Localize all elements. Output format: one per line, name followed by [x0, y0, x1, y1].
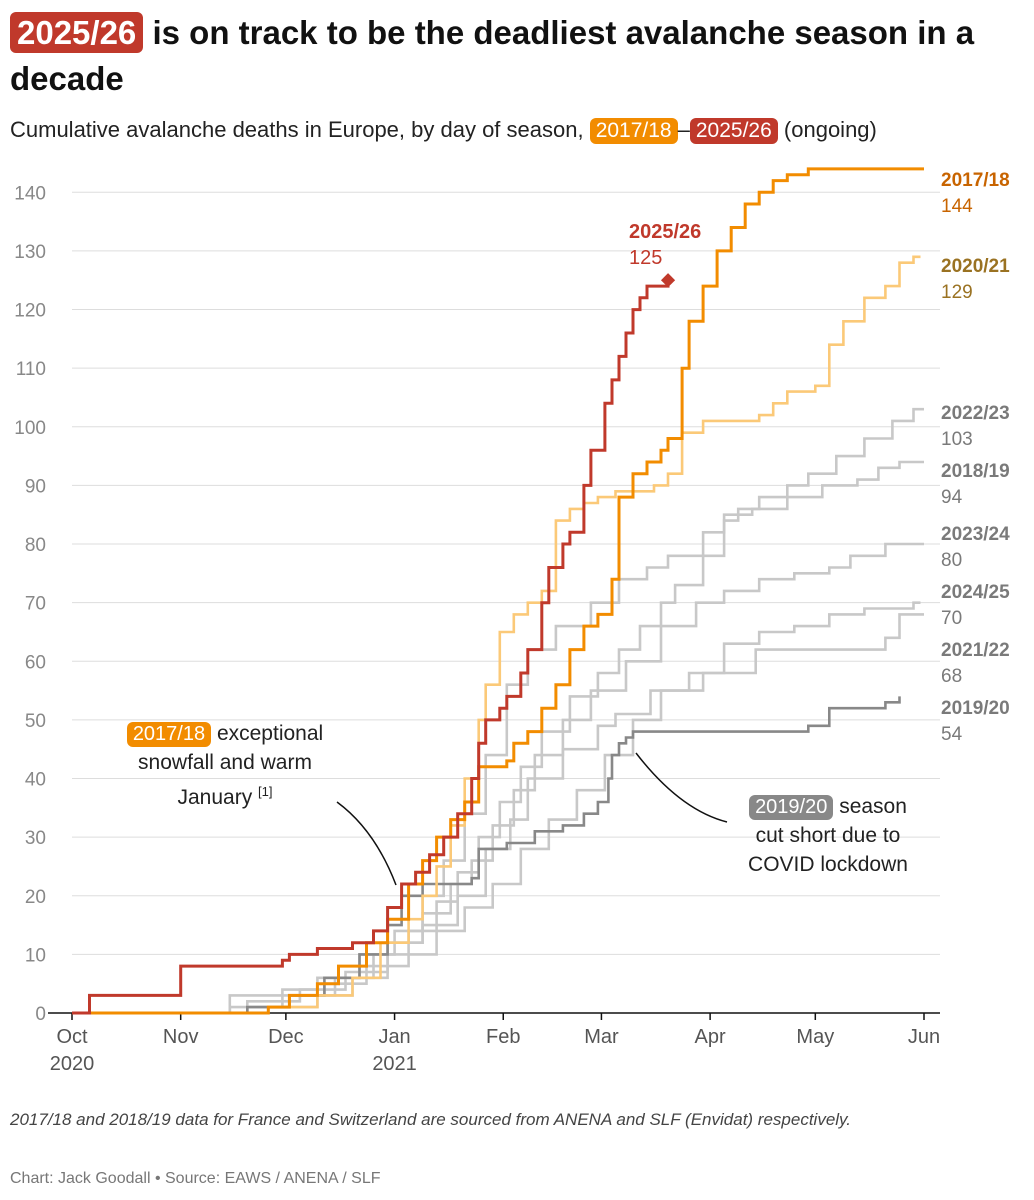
x-tick-year-2021: 2021 [372, 1053, 417, 1075]
x-tick-mar: Mar [584, 1026, 619, 1048]
x-tick-feb: Feb [486, 1026, 520, 1048]
title-season-badge: 2025/26 [10, 12, 144, 54]
current-value-2025-26: 125 [629, 247, 662, 269]
end-value-2022-23: 103 [941, 429, 973, 450]
y-tick-40: 40 [25, 770, 46, 791]
x-tick-year-2020: 2020 [50, 1053, 95, 1075]
subtitle-dash: – [677, 117, 690, 142]
chart-subtitle: Cumulative avalanche deaths in Europe, b… [10, 117, 877, 145]
y-axis: 0 10 20 30 40 50 60 70 80 90 100 110 120 130 140 [14, 183, 46, 1025]
annotation-2017-footnote-ref: [1] [258, 784, 273, 799]
annotation-2017-text1: exceptional [211, 722, 324, 745]
y-tick-0: 0 [35, 1004, 46, 1025]
title-text: is on track to be the deadliest avalanch… [10, 14, 975, 97]
end-value-2018-19: 94 [941, 487, 963, 508]
footnote: 2017/18 and 2018/19 data for France and … [10, 1110, 852, 1129]
end-label-2018-19: 2018/19 [941, 461, 1010, 482]
x-tick-jan: Jan [378, 1026, 410, 1048]
y-tick-100: 100 [14, 418, 46, 439]
series-end-marker-2025-26 [660, 273, 676, 288]
annotation-2019-text2: cut short due to [755, 824, 901, 847]
y-tick-60: 60 [25, 652, 46, 673]
y-tick-140: 140 [14, 183, 46, 204]
x-axis: Oct 2020 Nov Dec Jan 2021 Feb Mar Apr May Jun [48, 1012, 940, 1075]
end-label-2023-24: 2023/24 [941, 524, 1010, 545]
y-tick-50: 50 [25, 711, 46, 732]
y-tick-110: 110 [16, 359, 46, 380]
annotation-leaders [336, 752, 728, 886]
x-tick-nov: Nov [163, 1026, 199, 1048]
annotation-2019-text1: season [833, 795, 907, 818]
y-tick-80: 80 [25, 535, 46, 556]
avalanche-deaths-chart: 0 10 20 30 40 50 60 70 80 90 100 110 120 130 140 Oct 20… [14, 167, 1010, 1075]
x-tick-dec: Dec [268, 1026, 304, 1048]
y-tick-130: 130 [14, 242, 46, 263]
current-label-2025-26: 2025/26 [629, 221, 701, 243]
end-value-2023-24: 80 [941, 550, 962, 571]
y-tick-20: 20 [25, 887, 46, 908]
end-label-2021-22: 2021/22 [941, 640, 1010, 661]
series-lines [72, 167, 924, 1015]
y-tick-30: 30 [25, 828, 46, 849]
y-tick-10: 10 [25, 945, 46, 966]
end-value-2020-21: 129 [941, 282, 973, 303]
end-value-2021-22: 68 [941, 666, 962, 687]
subtitle-suffix: (ongoing) [777, 117, 877, 142]
end-label-2020-21: 2020/21 [941, 256, 1010, 277]
end-label-2017-18: 2017/18 [941, 170, 1010, 191]
end-labels: 2017/18 144 2020/21 129 2022/23 103 2018/19 94 2… [629, 170, 1010, 745]
x-tick-oct: Oct [56, 1026, 88, 1048]
x-tick-may: May [796, 1026, 834, 1048]
end-value-2019-20: 54 [941, 724, 963, 745]
x-tick-jun: Jun [908, 1026, 940, 1048]
end-label-2022-23: 2022/23 [941, 403, 1010, 424]
credit-line: Chart: Jack Goodall • Source: EAWS / ANE… [10, 1170, 381, 1187]
x-tick-apr: Apr [695, 1026, 726, 1048]
end-value-2024-25: 70 [941, 608, 962, 629]
series-line-2025-26 [72, 280, 670, 1015]
subtitle-prefix: Cumulative avalanche deaths in Europe, b… [10, 117, 590, 142]
annotation-leader-2019 [635, 752, 728, 823]
chart-title: 2025/26 is on track to be the deadliest … [10, 10, 1024, 102]
end-value-2017-18: 144 [941, 196, 973, 217]
y-tick-70: 70 [25, 594, 46, 615]
end-label-2019-20: 2019/20 [941, 698, 1010, 719]
annotation-2017-text3: January [177, 786, 259, 809]
annotation-2019-text3: COVID lockdown [748, 853, 908, 876]
annotation-2017-18: 2017/18 exceptional snowfall and warm Ja… [80, 719, 370, 812]
subtitle-start-badge: 2017/18 [589, 118, 678, 145]
annotation-2019-badge: 2019/20 [749, 795, 834, 820]
subtitle-end-badge: 2025/26 [689, 118, 778, 145]
end-label-2024-25: 2024/25 [941, 582, 1010, 603]
series-line-2019-20 [72, 696, 901, 1015]
y-tick-120: 120 [14, 301, 46, 322]
series-line-2022-23 [72, 407, 924, 1015]
series-line-2017-18 [72, 167, 924, 1015]
annotation-2019-20: 2019/20 season cut short due to COVID lo… [706, 792, 950, 879]
annotation-2017-badge: 2017/18 [126, 722, 212, 747]
annotation-2017-text2: snowfall and warm [138, 751, 312, 774]
series-line-2020-21 [72, 255, 921, 1015]
y-tick-90: 90 [25, 476, 46, 497]
annotation-leader-2017 [336, 801, 397, 886]
